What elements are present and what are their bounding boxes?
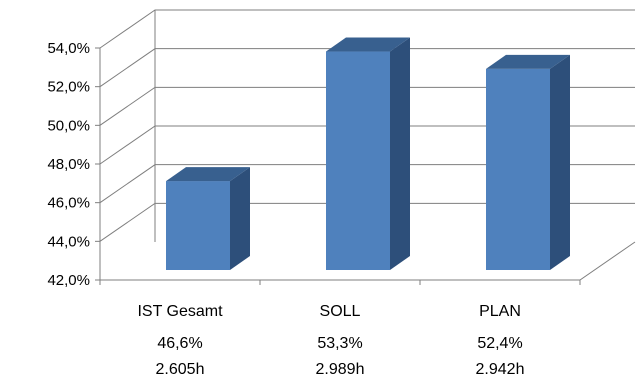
x-category-label: PLAN — [479, 303, 521, 320]
gridline — [99, 164, 635, 204]
y-tick-label: 52,0% — [47, 79, 90, 96]
x-axis-labels: IST Gesamt 46,6% 2.605h SOLL 53,3% 2.989h PLAN… — [99, 280, 581, 378]
bar-front — [486, 68, 550, 270]
hours-label: 2.942h — [476, 361, 525, 378]
gridline — [99, 9, 635, 49]
gridlines — [99, 9, 635, 242]
value-label: 52,4% — [477, 335, 522, 352]
gridline — [99, 48, 635, 88]
bar-top — [486, 54, 570, 69]
bar-front — [326, 51, 390, 271]
bars — [166, 37, 570, 271]
bar-top — [166, 167, 250, 182]
y-tick-label: 46,0% — [47, 195, 90, 212]
bar — [486, 54, 570, 270]
hours-label: 2.605h — [156, 361, 205, 378]
bar — [166, 167, 250, 270]
hours-label: 2.989h — [316, 361, 365, 378]
value-label: 53,3% — [317, 335, 362, 352]
gridline — [99, 202, 635, 242]
y-tick-label: 50,0% — [47, 117, 90, 134]
y-tick-label: 42,0% — [47, 272, 90, 289]
bar-top — [326, 37, 410, 52]
gridline — [99, 125, 635, 165]
bar-side — [390, 37, 410, 271]
y-tick-label: 54,0% — [47, 40, 90, 57]
value-label: 46,6% — [157, 335, 202, 352]
y-tick-label: 48,0% — [47, 156, 90, 173]
y-axis-ticks: 42,0% 44,0% 46,0% 48,0% 50,0% 52,0% 54,0% — [47, 40, 100, 289]
x-category-label: SOLL — [320, 303, 361, 320]
bar-side — [230, 167, 250, 270]
bar — [326, 37, 410, 271]
bar-front — [166, 181, 230, 270]
y-tick-label: 44,0% — [47, 233, 90, 250]
x-category-label: IST Gesamt — [137, 303, 223, 320]
gridline — [99, 86, 635, 126]
bar-side — [550, 54, 570, 270]
